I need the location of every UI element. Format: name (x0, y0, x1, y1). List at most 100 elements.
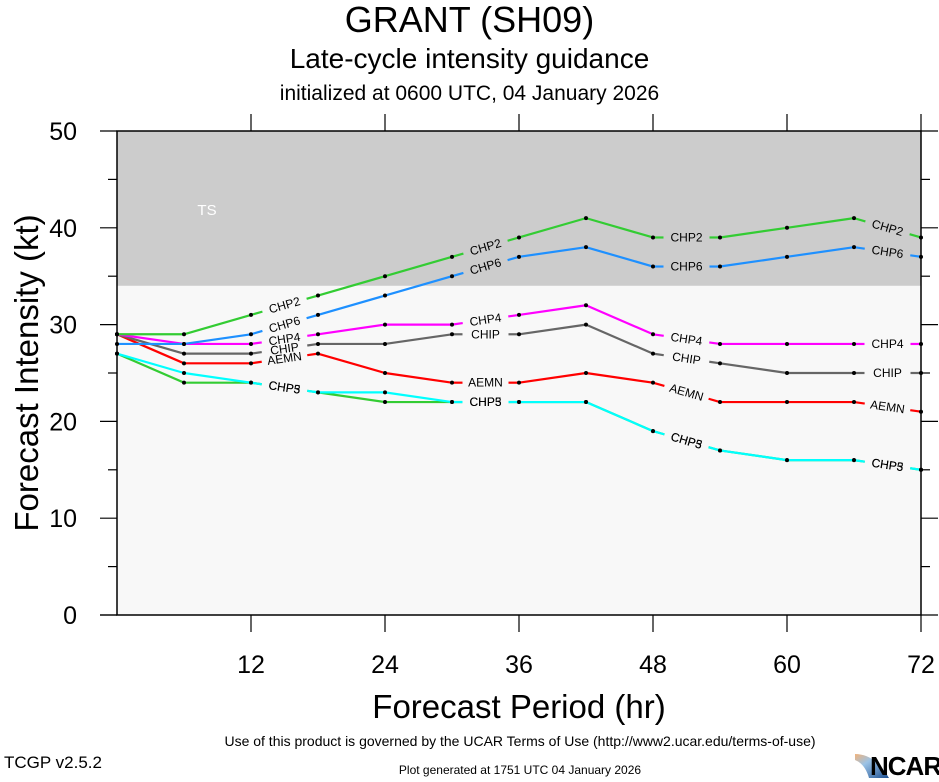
series-segment-chp4 (518, 304, 587, 317)
data-point-chp6 (852, 245, 856, 250)
series-label-chp5: CHP5 (469, 395, 501, 409)
data-point-chp6 (718, 264, 722, 269)
data-point-aemn (182, 361, 186, 366)
data-point-chp6 (651, 264, 655, 269)
x-tick-label: 12 (237, 651, 265, 679)
series-segment-chp3 (183, 371, 252, 384)
series-segment-chp6 (786, 246, 855, 258)
series-segment-aemn (518, 371, 587, 384)
data-point-chip (383, 341, 387, 346)
series-segment-chp3 (384, 391, 453, 404)
series-segment-chip (384, 333, 453, 346)
x-axis-title: Forecast Period (hr) (372, 688, 665, 725)
series-segment-chp4 (317, 323, 386, 336)
generated-time: Plot generated at 1751 UTC 04 January 20… (398, 763, 642, 777)
data-point-chp4 (651, 332, 655, 337)
intensity-band (117, 285, 921, 615)
series-label-chp4: CHP4 (268, 330, 302, 348)
series-segment-chp2 (518, 217, 587, 239)
data-point-chp2 (249, 312, 253, 317)
data-point-chp4 (249, 341, 253, 346)
data-point-chp4 (785, 341, 789, 346)
series-segment-chp6 (384, 275, 453, 297)
data-point-chp2 (316, 293, 320, 298)
series-segment-chp2 (786, 217, 855, 229)
data-point-chp6 (249, 332, 253, 337)
data-point-aemn (919, 409, 923, 414)
data-point-chp3 (316, 390, 320, 395)
data-point-chp3 (919, 467, 923, 472)
data-point-chp2 (919, 235, 923, 240)
data-point-chip (584, 322, 588, 327)
series-segment-chp5 (317, 391, 386, 404)
series-label-chip: CHIP (671, 350, 701, 368)
series-segment-chp3 (719, 449, 788, 462)
data-point-chp3 (383, 390, 387, 395)
data-point-chip (450, 332, 454, 337)
data-point-chp5 (383, 400, 387, 405)
data-point-aemn (249, 361, 253, 366)
y-tick-label: 20 (49, 408, 77, 436)
data-point-chp4 (383, 322, 387, 327)
series-segment-chp6 (585, 246, 654, 268)
data-point-aemn (651, 380, 655, 385)
series-segment-chp2 (384, 255, 453, 278)
series-label-chp3: CHP3 (469, 395, 501, 409)
data-point-chp2 (852, 216, 856, 221)
series-segment-chp2 (719, 226, 788, 239)
data-point-chp4 (919, 341, 923, 346)
series-label-chp5: CHP5 (268, 378, 302, 396)
data-point-chp2 (718, 235, 722, 240)
data-point-chp4 (450, 322, 454, 327)
series-segment-aemn (317, 352, 386, 375)
series-segment-aemn (116, 333, 185, 365)
data-point-chp6 (383, 293, 387, 298)
series-segment-aemn (585, 371, 654, 384)
series-segment-chp2 (183, 313, 252, 336)
data-point-chp2 (383, 274, 387, 279)
series-label-chip: CHIP (269, 340, 299, 358)
x-tick-label: 72 (907, 651, 935, 679)
data-point-chp4 (584, 303, 588, 308)
data-point-aemn (718, 400, 722, 405)
data-point-chp4 (718, 341, 722, 346)
data-point-chp6 (785, 254, 789, 259)
series-label-chp4: CHP4 (469, 310, 503, 328)
data-point-chp3 (651, 429, 655, 434)
data-point-aemn (517, 380, 521, 385)
series-label-aemn: AEMN (266, 349, 302, 368)
series-label-chp5: CHP5 (871, 456, 905, 474)
data-point-chp3 (584, 400, 588, 405)
series-segment-chp6 (518, 246, 587, 258)
data-point-chp2 (182, 332, 186, 337)
data-point-chip (919, 371, 923, 375)
data-point-chp3 (115, 351, 119, 356)
series-segment-chip (719, 362, 788, 375)
ncar-logo-text: NCAR (870, 751, 939, 781)
series-label-chp3: CHP3 (268, 378, 302, 396)
data-point-chip (852, 371, 856, 375)
x-tick-label: 60 (773, 651, 801, 679)
data-point-chp2 (785, 225, 789, 230)
data-point-chp2 (517, 235, 521, 240)
data-point-chip (517, 332, 521, 337)
data-point-chp4 (852, 341, 856, 346)
data-point-chip (718, 361, 722, 366)
intensity-band (117, 131, 921, 286)
data-point-chip (182, 351, 186, 356)
data-point-chp4 (316, 332, 320, 337)
series-label-chp4: CHP4 (670, 330, 704, 348)
series-segment-chip (518, 323, 587, 336)
data-point-chip (249, 351, 253, 356)
ncar-logo-icon (855, 754, 889, 778)
series-label-aemn: AEMN (468, 376, 503, 390)
data-point-chp6 (584, 245, 588, 250)
x-tick-label: 24 (371, 651, 399, 679)
data-point-chp3 (450, 400, 454, 405)
data-point-chip (316, 341, 320, 346)
series-segment-chp4 (585, 304, 654, 336)
data-point-chp3 (852, 458, 856, 463)
series-segment-chp2 (585, 217, 654, 239)
terms-of-use: Use of this product is governed by the U… (224, 733, 816, 749)
data-point-aemn (383, 371, 387, 375)
